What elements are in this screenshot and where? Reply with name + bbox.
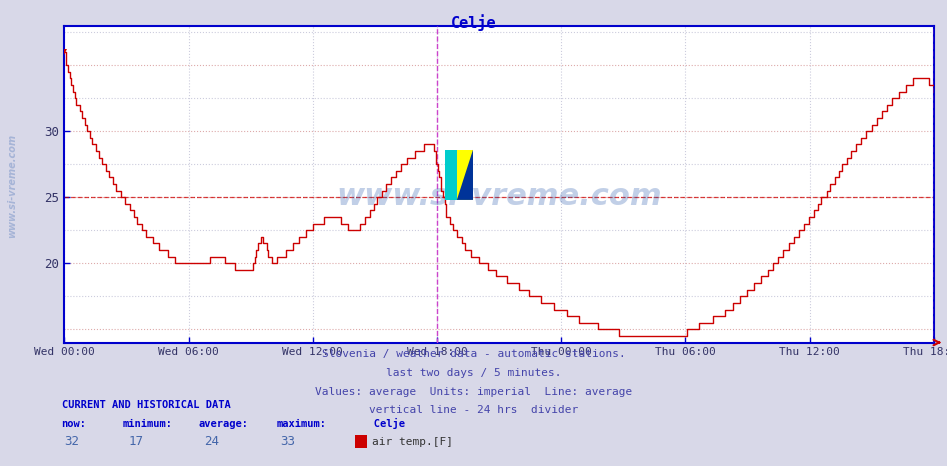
Text: 33: 33 [280,435,295,448]
Text: last two days / 5 minutes.: last two days / 5 minutes. [385,368,562,378]
Text: Slovenia / weather data - automatic stations.: Slovenia / weather data - automatic stat… [322,350,625,359]
Text: vertical line - 24 hrs  divider: vertical line - 24 hrs divider [369,405,578,415]
Text: CURRENT AND HISTORICAL DATA: CURRENT AND HISTORICAL DATA [62,400,230,410]
Text: maximum:: maximum: [277,419,327,429]
Text: www.si-vreme.com: www.si-vreme.com [8,134,17,239]
Text: minimum:: minimum: [123,419,173,429]
Text: www.si-vreme.com: www.si-vreme.com [336,182,662,211]
Text: air temp.[F]: air temp.[F] [372,437,454,447]
Text: Celje: Celje [355,418,405,429]
Text: now:: now: [62,419,86,429]
Text: 32: 32 [64,435,80,448]
Text: average:: average: [199,419,249,429]
Text: Values: average  Units: imperial  Line: average: Values: average Units: imperial Line: av… [314,387,633,397]
Text: Celje: Celje [451,14,496,31]
Polygon shape [456,150,473,200]
Bar [445,150,473,200]
Text: 17: 17 [129,435,144,448]
Text: 24: 24 [205,435,220,448]
Bar [445,150,456,200]
